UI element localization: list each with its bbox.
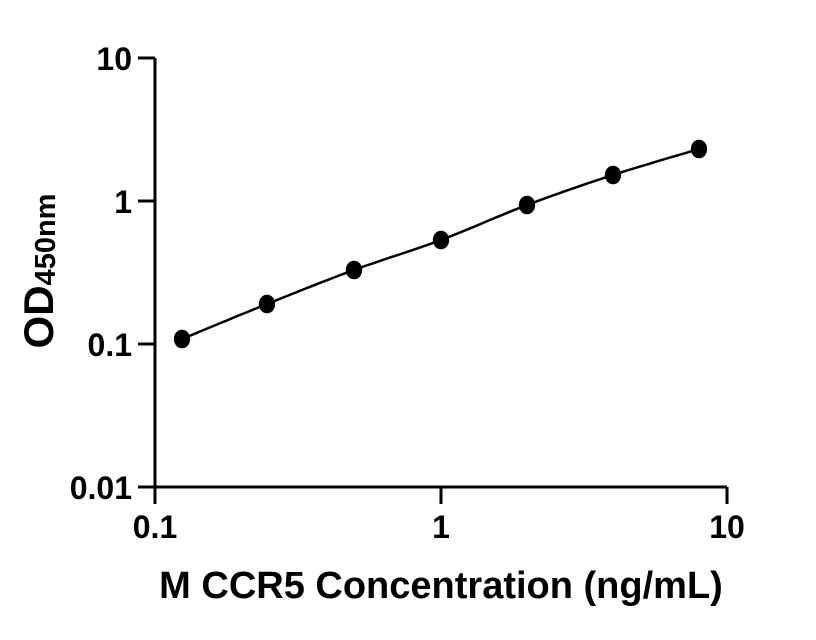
svg-text:0.01: 0.01 <box>70 470 132 506</box>
svg-text:0.1: 0.1 <box>133 509 177 545</box>
svg-text:1: 1 <box>114 184 132 220</box>
svg-text:M CCR5 Concentration (ng/mL): M CCR5 Concentration (ng/mL) <box>159 565 723 607</box>
svg-text:10: 10 <box>709 509 745 545</box>
svg-text:1: 1 <box>432 509 450 545</box>
svg-text:10: 10 <box>96 41 132 77</box>
svg-text:OD450nm: OD450nm <box>15 194 62 349</box>
svg-text:0.1: 0.1 <box>88 327 132 363</box>
